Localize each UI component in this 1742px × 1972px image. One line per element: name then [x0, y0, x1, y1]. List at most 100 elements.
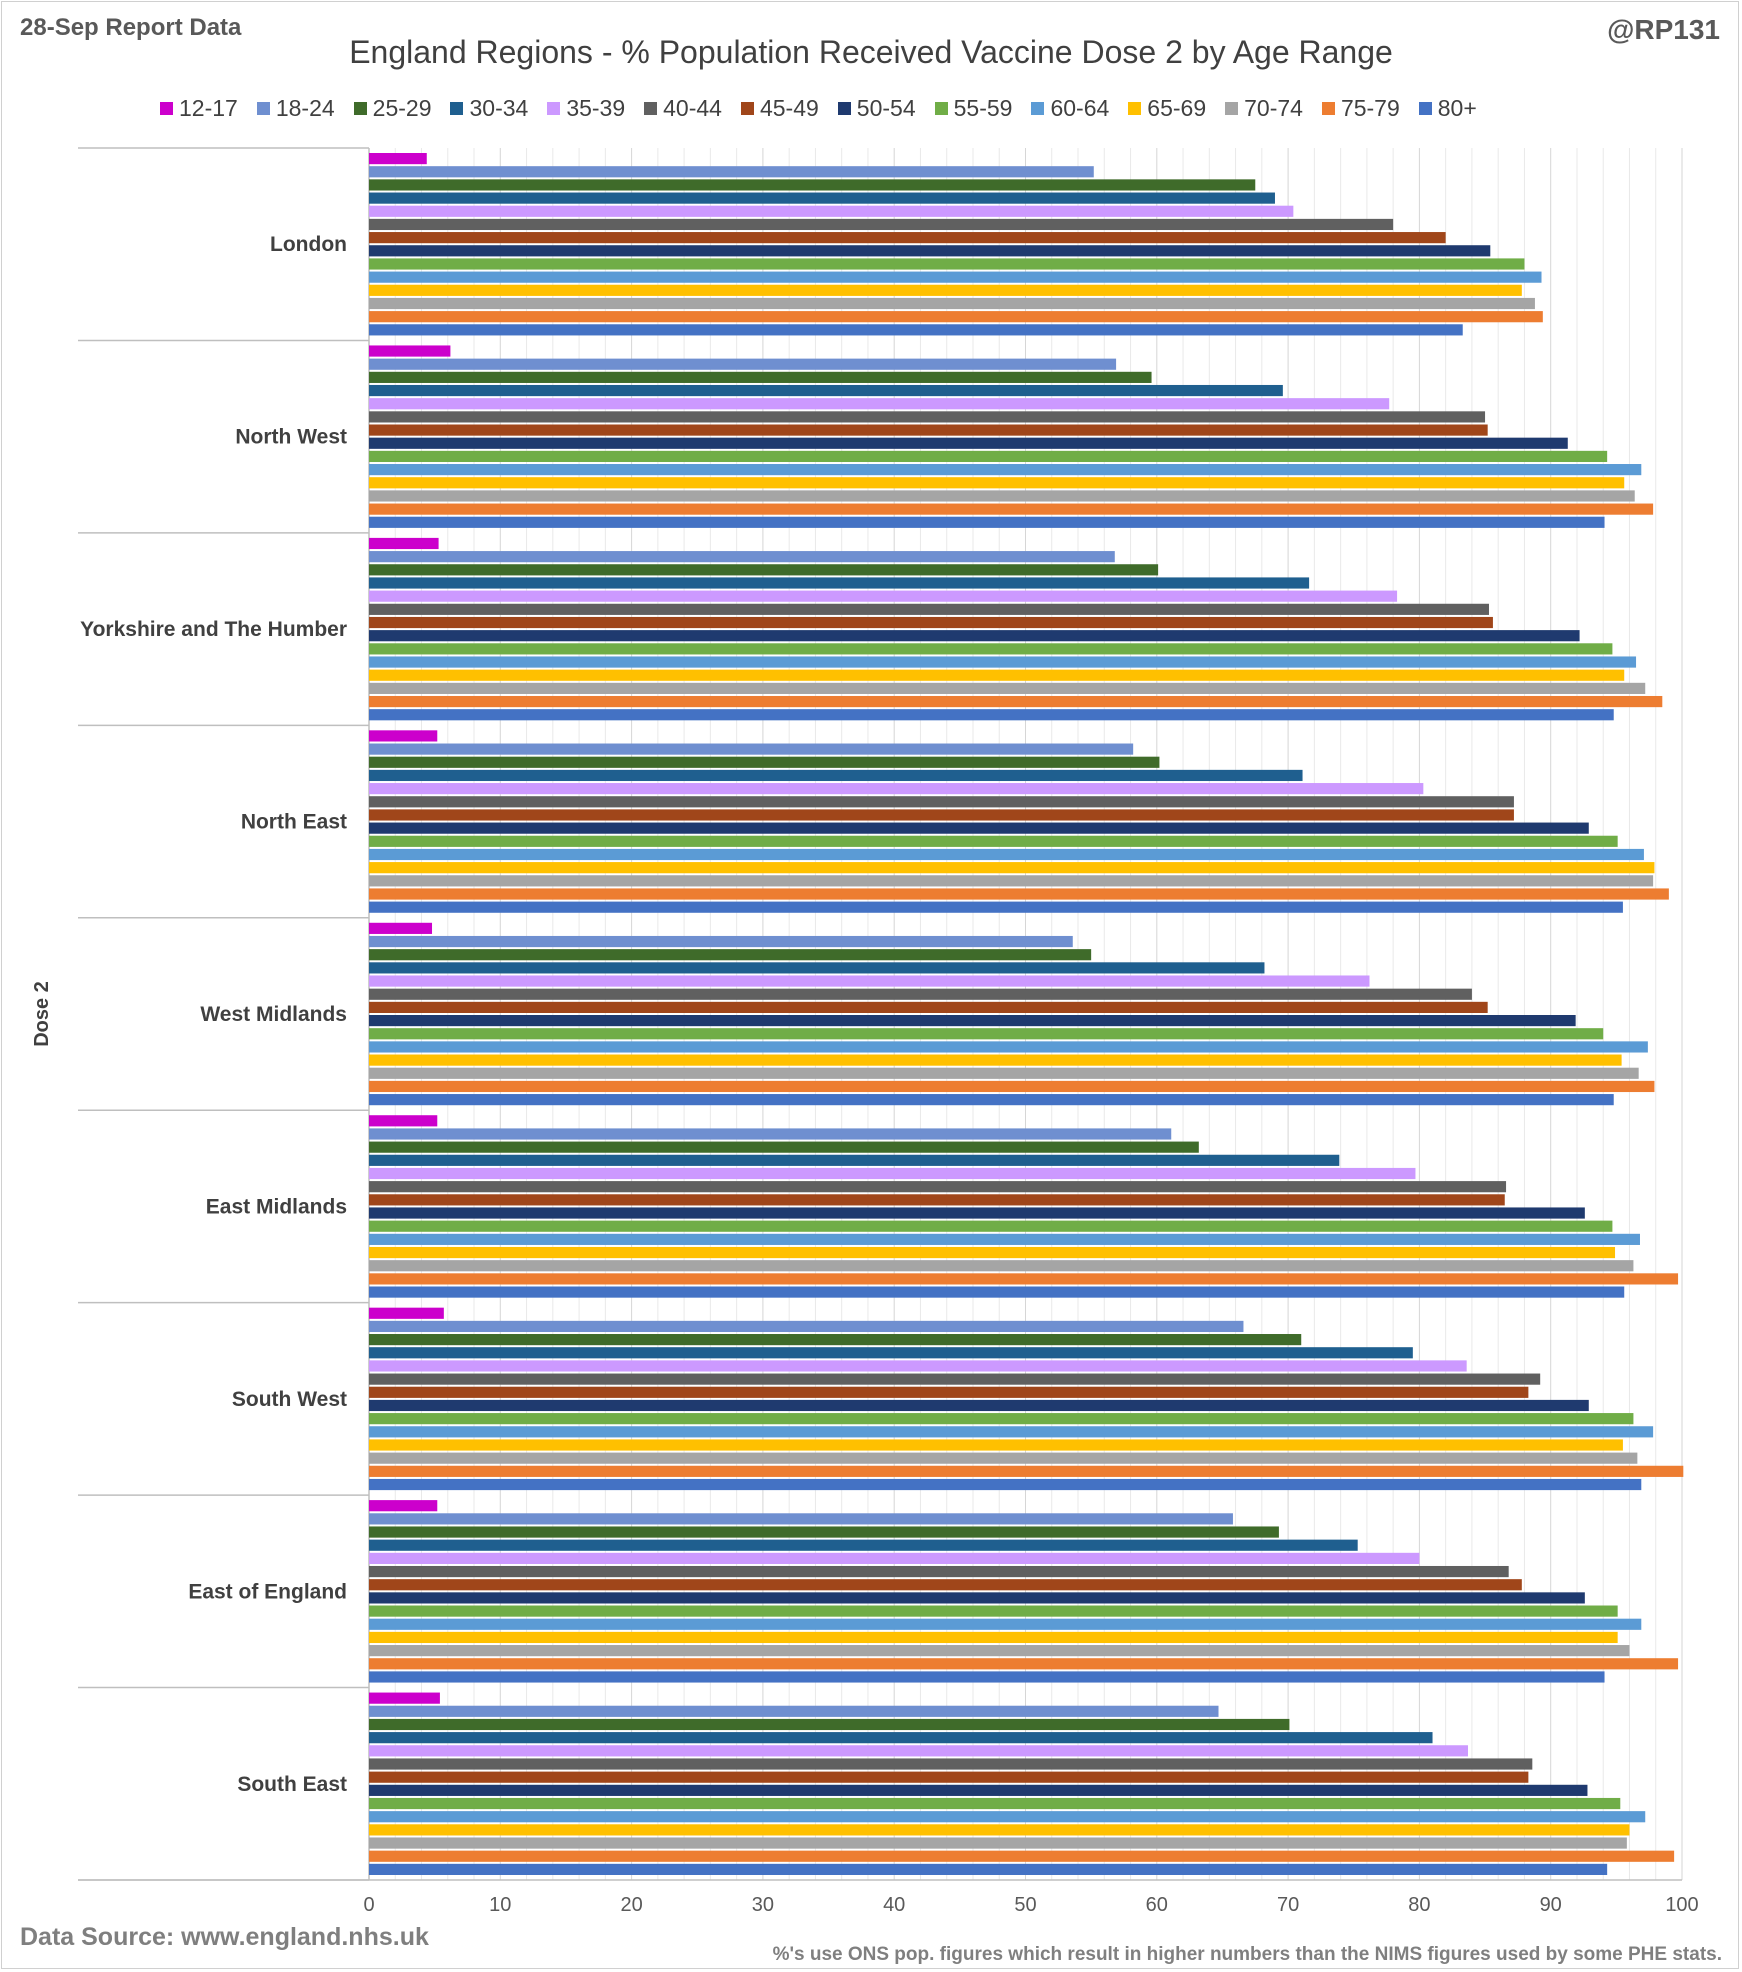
bar-40-44-yorkshire-and-the-humber	[369, 603, 1489, 615]
bar-80+-west-midlands	[369, 1094, 1614, 1106]
category-label: South West	[232, 1388, 347, 1411]
bar-40-44-east-midlands	[369, 1181, 1507, 1193]
legend-item: 60-64	[1031, 95, 1109, 122]
bar-75-79-yorkshire-and-the-humber	[369, 695, 1663, 708]
bar-30-34-north-west	[369, 384, 1283, 397]
legend-label: 45-49	[759, 94, 819, 121]
bar-30-34-yorkshire-and-the-humber	[369, 577, 1310, 589]
legend-swatch	[1418, 101, 1432, 115]
category-label: North West	[235, 426, 347, 449]
bar-75-79-east-midlands	[369, 1273, 1679, 1285]
bar-25-29-east-of-england	[369, 1526, 1279, 1538]
bar-18-24-east-of-england	[369, 1513, 1233, 1525]
author-handle: @RP131	[1607, 14, 1720, 45]
bar-45-49-south-east	[369, 1771, 1529, 1783]
bar-45-49-north-west	[369, 424, 1488, 436]
legend-label: 55-59	[953, 94, 1013, 121]
bar-55-59-south-east	[369, 1797, 1621, 1810]
bar-18-24-london	[369, 166, 1094, 178]
category-label: East of England	[188, 1580, 347, 1603]
bar-75-79-london	[369, 311, 1543, 323]
category-label: South East	[237, 1773, 347, 1796]
legend-item: 70-74	[1225, 95, 1303, 122]
bar-35-39-south-west	[369, 1360, 1467, 1372]
bar-60-64-west-midlands	[369, 1041, 1648, 1053]
bar-45-49-london	[369, 232, 1446, 244]
legend-swatch	[1128, 101, 1142, 115]
legend-swatch	[160, 101, 173, 115]
bar-40-44-west-midlands	[369, 988, 1472, 1000]
bar-50-54-east-of-england	[369, 1592, 1585, 1604]
bar-40-44-north-west	[369, 411, 1486, 423]
bar-45-49-west-midlands	[369, 1001, 1488, 1013]
bar-40-44-north-east	[369, 796, 1514, 808]
bar-70-74-south-west	[369, 1452, 1638, 1464]
legend-swatch	[1321, 101, 1335, 115]
bar-65-69-north-west	[369, 477, 1625, 489]
bar-35-39-north-east	[369, 783, 1424, 795]
bar-18-24-west-midlands	[369, 935, 1073, 948]
bar-12-17-north-east	[369, 730, 438, 742]
bar-40-44-south-west	[369, 1373, 1541, 1385]
bar-55-59-north-west	[369, 450, 1608, 463]
bar-55-59-east-midlands	[369, 1220, 1613, 1232]
x-tick-label: 0	[363, 1894, 374, 1916]
legend-item: 50-54	[837, 95, 916, 122]
bar-70-74-north-west	[369, 490, 1635, 502]
bar-18-24-north-west	[369, 358, 1117, 370]
bar-55-59-north-east	[369, 835, 1618, 847]
legend-item: 35-39	[547, 95, 625, 122]
data-source: Data Source: www.england.nhs.uk	[20, 1923, 429, 1951]
category-label: East Midlands	[206, 1195, 347, 1218]
x-tick-label: 60	[1146, 1894, 1168, 1916]
legend-swatch	[837, 101, 851, 115]
category-label: West Midlands	[200, 1003, 347, 1026]
bar-80+-london	[369, 324, 1463, 336]
bar-50-54-east-midlands	[369, 1207, 1585, 1219]
legend-label: 60-64	[1050, 94, 1110, 121]
bar-75-79-south-west	[369, 1465, 1684, 1477]
bar-65-69-west-midlands	[369, 1054, 1622, 1066]
bar-35-39-south-east	[369, 1745, 1468, 1757]
bar-30-34-north-east	[369, 769, 1303, 782]
bar-55-59-west-midlands	[369, 1028, 1604, 1040]
bar-80+-south-west	[369, 1478, 1642, 1491]
bar-18-24-yorkshire-and-the-humber	[369, 551, 1115, 563]
bar-50-54-south-west	[369, 1399, 1589, 1412]
bar-50-54-north-east	[369, 822, 1589, 834]
bar-75-79-east-of-england	[369, 1658, 1679, 1670]
y-axis-title: Dose 2	[31, 981, 53, 1047]
chart-title: England Regions - % Population Received …	[349, 34, 1393, 70]
bar-65-69-south-west	[369, 1439, 1623, 1451]
bar-12-17-london	[369, 153, 427, 165]
legend-item: 80+	[1418, 95, 1477, 122]
bar-70-74-east-midlands	[369, 1260, 1634, 1272]
bar-65-69-london	[369, 284, 1522, 296]
legend-item: 65-69	[1128, 95, 1206, 122]
bar-55-59-london	[369, 258, 1525, 270]
bar-25-29-yorkshire-and-the-humber	[369, 564, 1159, 576]
bar-80+-south-east	[369, 1863, 1608, 1875]
bar-65-69-yorkshire-and-the-humber	[369, 669, 1625, 681]
bar-45-49-east-midlands	[369, 1194, 1505, 1206]
bar-75-79-south-east	[369, 1850, 1675, 1862]
legend-label: 70-74	[1244, 94, 1303, 121]
bar-80+-north-west	[369, 516, 1605, 528]
bar-35-39-east-midlands	[369, 1167, 1416, 1180]
bar-50-54-south-east	[369, 1784, 1588, 1796]
x-tick-label: 40	[883, 1894, 905, 1916]
legend-label: 18-24	[275, 94, 335, 121]
x-tick-label: 80	[1408, 1894, 1430, 1916]
bar-12-17-north-west	[369, 345, 451, 357]
bar-40-44-london	[369, 218, 1394, 231]
bar-12-17-west-midlands	[369, 922, 433, 934]
bar-40-44-south-east	[369, 1758, 1533, 1770]
bar-45-49-yorkshire-and-the-humber	[369, 616, 1493, 629]
bar-60-64-london	[369, 271, 1542, 283]
bar-35-39-north-west	[369, 398, 1390, 410]
legend-label: 65-69	[1147, 94, 1207, 121]
legend-label: 30-34	[469, 94, 529, 121]
chart-legend: 12-17 18-24 25-29 30-34 35-39 40-44 45-49 50-54…	[160, 92, 1650, 124]
legend-item: 12-17	[160, 95, 238, 122]
bar-40-44-east-of-england	[369, 1565, 1509, 1578]
